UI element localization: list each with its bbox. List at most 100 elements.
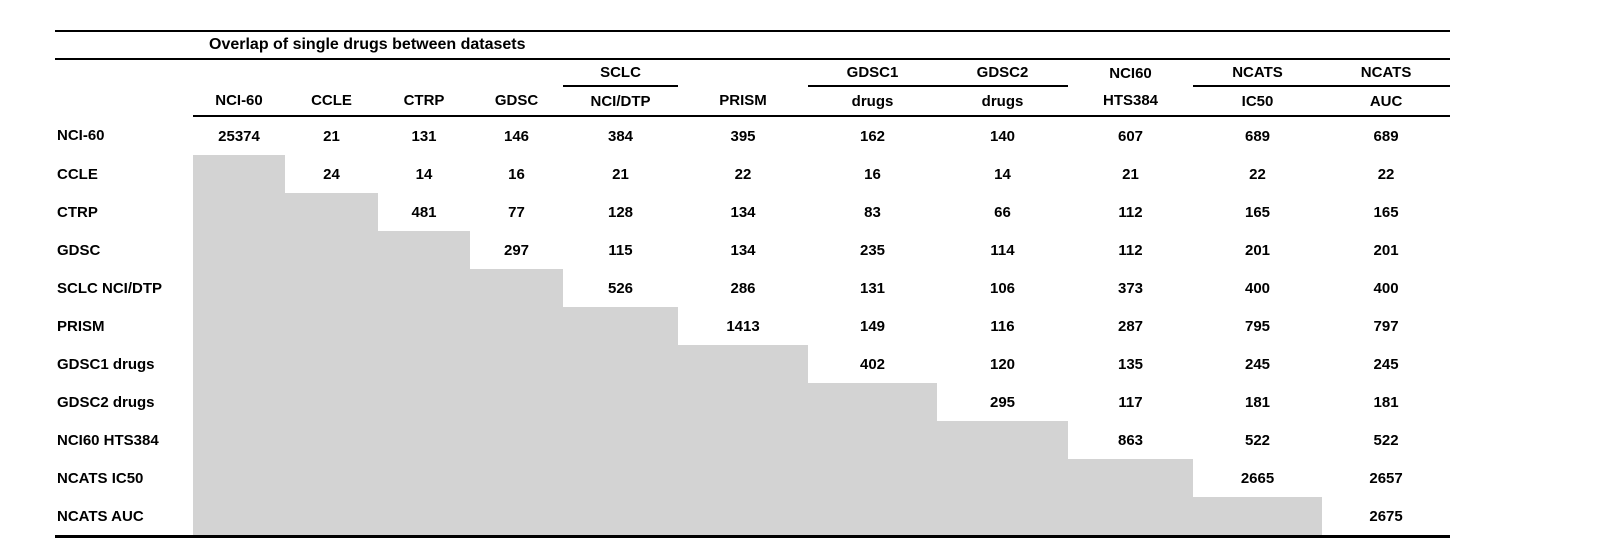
shaded-cell (285, 421, 378, 459)
value-cell: 25374 (218, 127, 260, 145)
value-cell: 16 (508, 165, 525, 183)
shaded-cell (193, 307, 285, 345)
value-cell: 117 (1118, 393, 1143, 411)
shaded-cell (1193, 497, 1322, 538)
value-cell: 115 (608, 241, 633, 259)
value-cell: 14 (994, 165, 1011, 183)
value-cell: 134 (730, 241, 756, 259)
shaded-cell (937, 497, 1068, 538)
column-group-header (193, 59, 285, 86)
shaded-cell (193, 421, 285, 459)
column-header: drugs (808, 86, 937, 117)
column-group-header (678, 59, 808, 86)
row-label: CTRP (57, 203, 98, 221)
value-cell: 400 (1244, 279, 1271, 297)
shaded-cell (470, 459, 563, 497)
shaded-cell (678, 459, 808, 497)
value-cell: 295 (989, 393, 1016, 411)
column-group-header: SCLC (563, 59, 678, 87)
value-cell: 607 (1117, 127, 1144, 145)
row-label: GDSC (57, 241, 101, 259)
value-cell: 149 (859, 317, 886, 335)
value-cell: 245 (1244, 355, 1271, 373)
shaded-cell (285, 383, 378, 421)
value-cell: 83 (864, 203, 881, 221)
shaded-cell (193, 383, 285, 421)
value-cell: 14 (415, 165, 433, 183)
shaded-cell (285, 269, 378, 307)
value-cell: 481 (411, 203, 437, 221)
value-cell: 165 (1244, 203, 1271, 221)
row-label: CCLE (57, 165, 98, 183)
row-label: NCATS AUC (55, 497, 193, 538)
value-cell: 689 (1244, 127, 1271, 145)
column-header: drugs (937, 86, 1068, 117)
row-label: GDSC1 drugs (57, 355, 155, 373)
value-cell: 21 (1122, 165, 1139, 183)
shaded-cell (378, 345, 470, 383)
value-cell: 140 (989, 127, 1016, 145)
value-cell: 689 (1373, 127, 1399, 145)
value-cell: 201 (1244, 241, 1271, 259)
shaded-cell (470, 307, 563, 345)
value-cell: 2675 (1322, 497, 1451, 538)
value-cell: 24 (323, 165, 340, 183)
shaded-cell (1068, 497, 1193, 538)
shaded-cell (378, 421, 470, 459)
row-label: GDSC2 drugs (57, 393, 155, 411)
value-cell: 66 (994, 203, 1011, 221)
overlap-table: Overlap of single drugs between datasets… (55, 30, 1451, 538)
table-row: NCI-60 25374 21 131 146 384 395 162 140 607 689 689 (55, 116, 1450, 155)
column-group-header (378, 59, 470, 86)
column-group-header (470, 59, 563, 86)
shaded-cell (470, 497, 563, 538)
column-group-header: NCATS (1322, 59, 1451, 87)
value-cell: 201 (1373, 241, 1399, 259)
value-cell: 245 (1373, 355, 1399, 373)
value-cell: 22 (734, 165, 752, 183)
value-cell: 114 (990, 241, 1015, 259)
value-cell: 795 (1244, 317, 1271, 335)
value-cell: 373 (1117, 279, 1144, 297)
value-cell: 181 (1244, 393, 1271, 411)
shaded-cell (470, 383, 563, 421)
column-header: NCI/DTP (563, 86, 678, 117)
shaded-cell (678, 497, 808, 538)
shaded-cell (808, 497, 937, 538)
value-cell: 131 (859, 279, 886, 297)
value-cell: 287 (1117, 317, 1144, 335)
value-cell: 395 (730, 127, 756, 145)
shaded-cell (937, 421, 1068, 459)
value-cell: 22 (1249, 165, 1266, 183)
value-cell: 297 (503, 241, 530, 259)
shaded-cell (378, 231, 470, 269)
value-cell: 135 (1117, 355, 1144, 373)
column-group-header: NCATS (1193, 59, 1322, 87)
value-cell: 2657 (1369, 469, 1403, 487)
table-row: NCATS AUC 2675 (55, 497, 1451, 538)
value-cell: 146 (503, 127, 530, 145)
column-group-header: GDSC2 (937, 59, 1068, 87)
column-header: PRISM (678, 86, 808, 117)
row-label: PRISM (57, 317, 105, 335)
value-cell: 162 (859, 127, 886, 145)
value-cell: 1413 (726, 317, 760, 335)
table-row: NCI60 HTS384 863 522 522 (55, 421, 1450, 459)
shaded-cell (563, 383, 678, 421)
shaded-cell (193, 231, 285, 269)
value-cell: 120 (989, 355, 1016, 373)
value-cell: 863 (1117, 431, 1144, 449)
shaded-cell (378, 269, 470, 307)
shaded-cell (563, 421, 678, 459)
shaded-cell (808, 421, 937, 459)
value-cell: 77 (508, 203, 525, 221)
shaded-cell (285, 497, 378, 538)
shaded-cell (563, 459, 678, 497)
shaded-cell (193, 269, 285, 307)
shaded-cell (678, 383, 808, 421)
shaded-cell (563, 307, 678, 345)
shaded-cell (378, 383, 470, 421)
value-cell: 116 (990, 317, 1015, 335)
column-header: IC50 (1193, 86, 1322, 117)
value-cell: 797 (1373, 317, 1399, 335)
